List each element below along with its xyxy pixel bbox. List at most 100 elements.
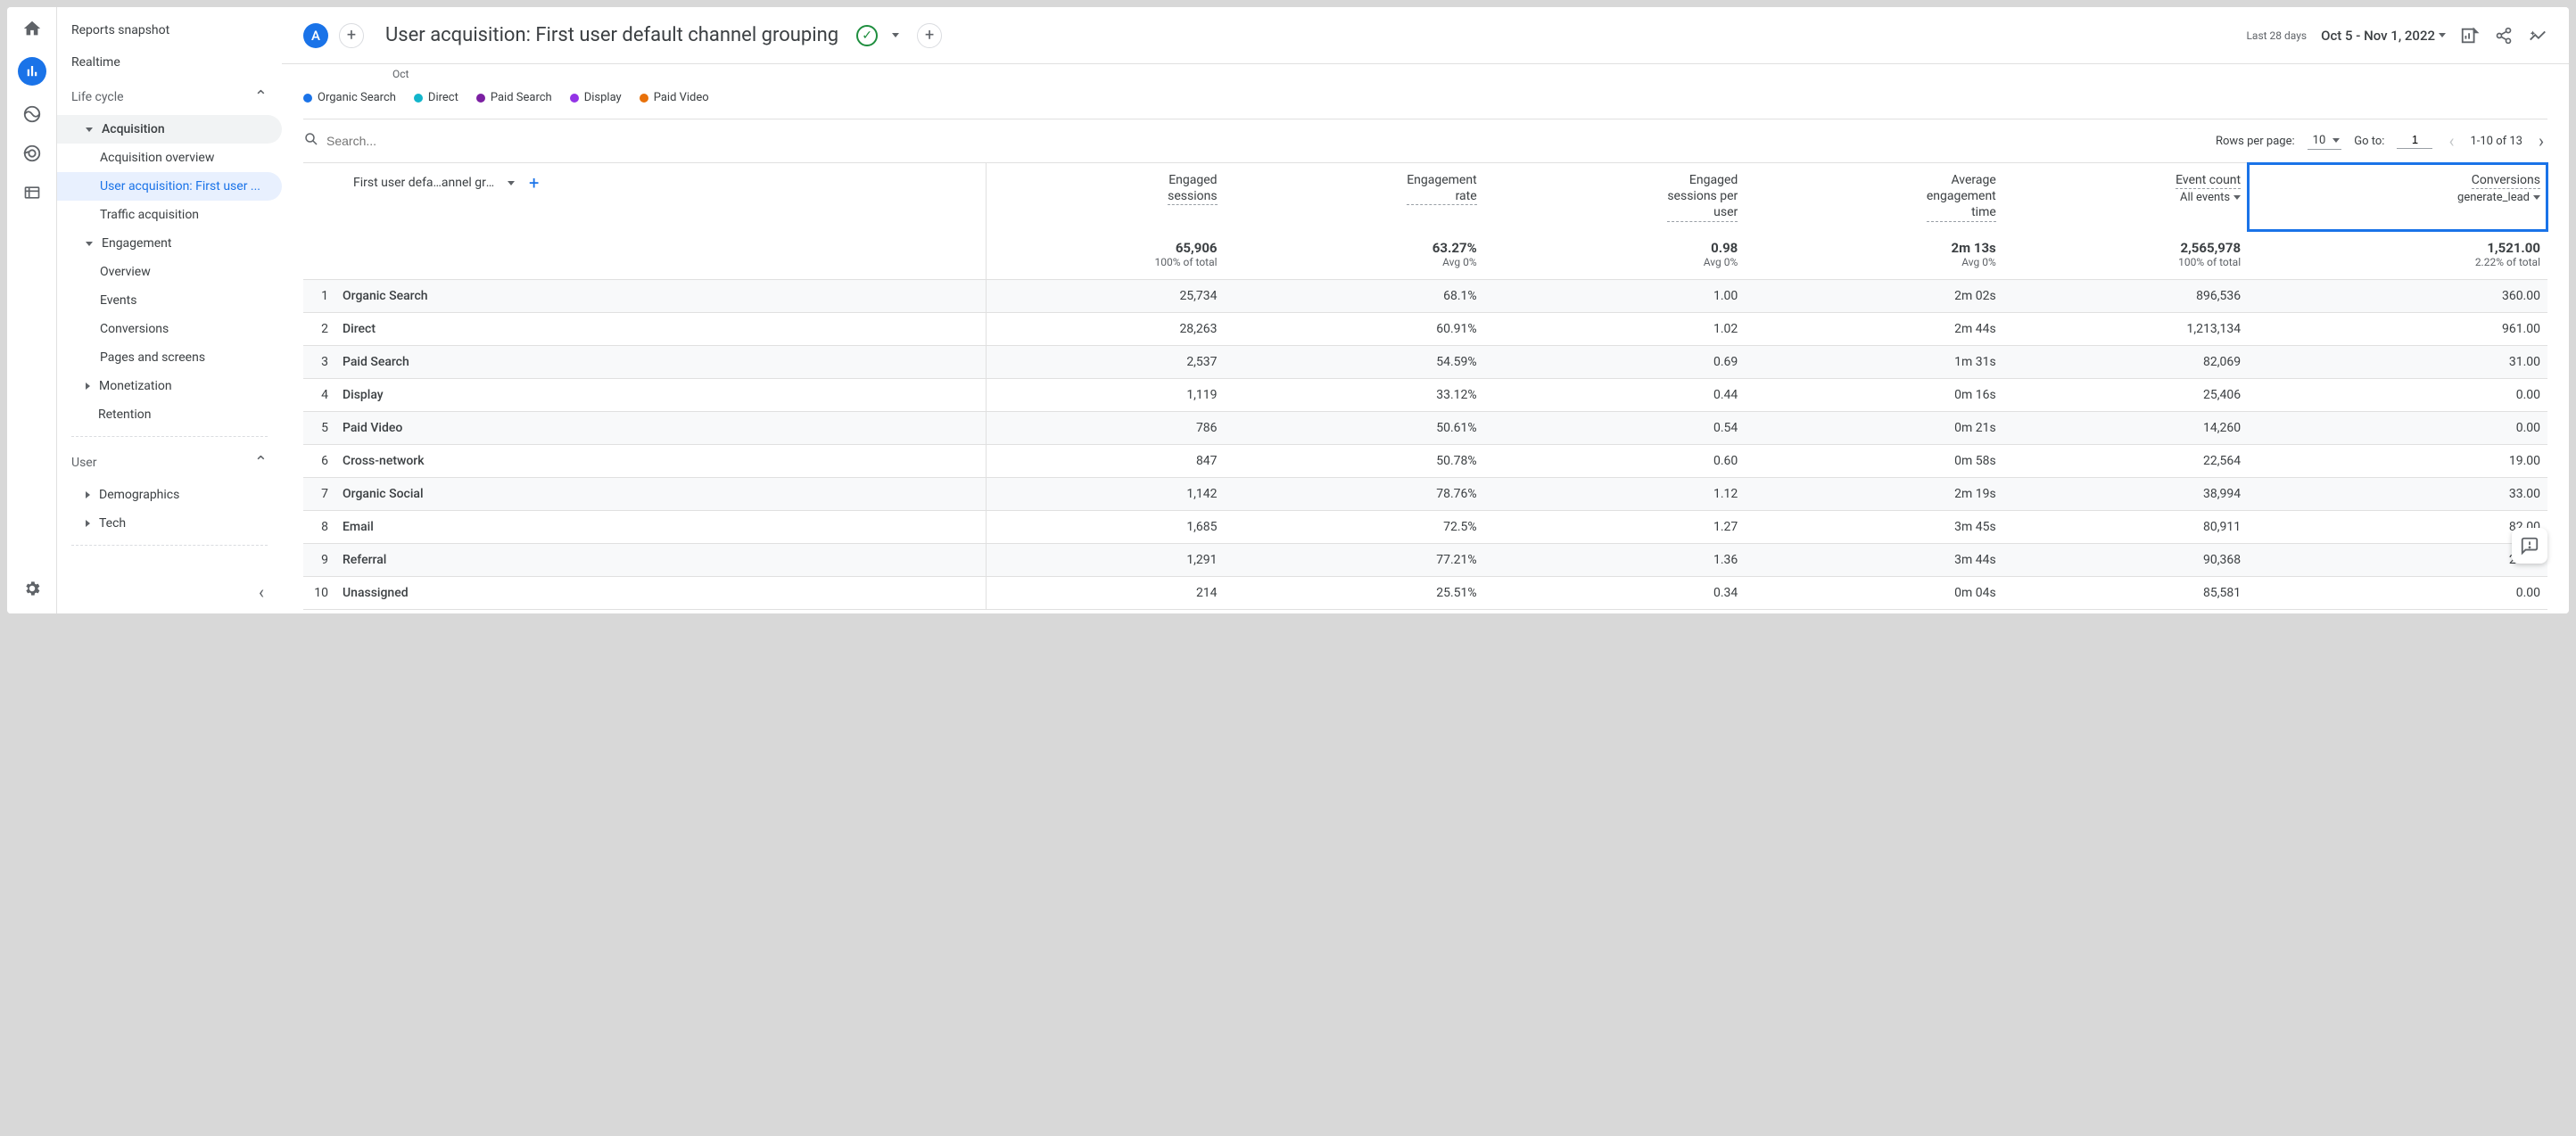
table-row[interactable]: 5Paid Video78650.61%0.540m 21s14,2600.00 — [303, 411, 2547, 444]
nav-acquisition[interactable]: Acquisition — [57, 115, 282, 144]
row-dimension: Referral — [335, 543, 987, 576]
table-row[interactable]: 9Referral1,29177.21%1.363m 44s90,36829.0… — [303, 543, 2547, 576]
nav-retention[interactable]: Retention — [57, 400, 282, 429]
row-metric: 0.00 — [2248, 378, 2547, 411]
table-row[interactable]: 2Direct28,26360.91%1.022m 44s1,213,13496… — [303, 312, 2547, 345]
summary-cell: 0.98Avg 0% — [1484, 231, 1746, 280]
row-metric: 1,142 — [987, 477, 1225, 510]
table-row[interactable]: 4Display1,11933.12%0.440m 16s25,4060.00 — [303, 378, 2547, 411]
add-filter-button[interactable]: + — [917, 23, 942, 48]
row-metric: 33.12% — [1225, 378, 1484, 411]
reports-icon[interactable] — [18, 57, 46, 86]
prev-page-button[interactable]: ‹ — [2445, 130, 2457, 152]
insights-icon[interactable] — [2528, 26, 2547, 45]
date-range-text: Oct 5 - Nov 1, 2022 — [2321, 28, 2435, 44]
nav-section-user[interactable]: User ⌃ — [57, 444, 282, 481]
report-title: User acquisition: First user default cha… — [385, 24, 838, 46]
row-index: 10 — [303, 576, 335, 609]
row-index: 3 — [303, 345, 335, 378]
metric-header[interactable]: Engagementrate — [1225, 163, 1484, 231]
nav-engagement[interactable]: Engagement — [57, 229, 282, 258]
configure-icon[interactable] — [21, 182, 43, 203]
row-index: 8 — [303, 510, 335, 543]
table-row[interactable]: 6Cross-network84750.78%0.600m 58s22,5641… — [303, 444, 2547, 477]
advertising-icon[interactable] — [21, 143, 43, 164]
customize-report-icon[interactable] — [2460, 26, 2480, 45]
nav-events[interactable]: Events — [57, 286, 282, 315]
admin-gear-icon[interactable] — [21, 578, 43, 599]
row-metric: 25.51% — [1225, 576, 1484, 609]
nav-conversions[interactable]: Conversions — [57, 315, 282, 343]
metric-header[interactable]: Averageengagementtime — [1745, 163, 2002, 231]
table-row[interactable]: 7Organic Social1,14278.76%1.122m 19s38,9… — [303, 477, 2547, 510]
row-metric: 1.02 — [1484, 312, 1746, 345]
data-quality-icon[interactable]: ✓ — [856, 25, 878, 46]
home-icon[interactable] — [21, 18, 43, 39]
legend-label: Paid Video — [654, 91, 709, 104]
collapse-sidebar-button[interactable]: ‹ — [259, 581, 264, 603]
row-metric: 0.00 — [2248, 576, 2547, 609]
legend-dot — [640, 94, 648, 103]
row-metric: 786 — [987, 411, 1225, 444]
dimension-selector[interactable]: First user defa…annel grouping — [353, 176, 500, 190]
report-topbar: A + User acquisition: First user default… — [282, 7, 2569, 64]
row-dimension: Direct — [335, 312, 987, 345]
caret-down-icon — [86, 128, 93, 132]
nav-user-acquisition[interactable]: User acquisition: First user ... — [57, 172, 282, 201]
row-metric: 214 — [987, 576, 1225, 609]
nav-pages-screens[interactable]: Pages and screens — [57, 343, 282, 372]
summary-cell: 2,565,978100% of total — [2003, 231, 2248, 280]
nav-reports-snapshot[interactable]: Reports snapshot — [57, 14, 282, 46]
table-row[interactable]: 3Paid Search2,53754.59%0.691m 31s82,0693… — [303, 345, 2547, 378]
nav-section-lifecycle[interactable]: Life cycle ⌃ — [57, 78, 282, 115]
row-metric: 1.36 — [1484, 543, 1746, 576]
date-range-picker[interactable]: Oct 5 - Nov 1, 2022 — [2321, 28, 2446, 44]
table-row[interactable]: 10Unassigned21425.51%0.340m 04s85,5810.0… — [303, 576, 2547, 609]
row-metric: 0.60 — [1484, 444, 1746, 477]
share-icon[interactable] — [2494, 26, 2514, 45]
metric-sub-selector[interactable]: generate_lead — [2457, 191, 2540, 204]
row-metric: 31.00 — [2248, 345, 2547, 378]
nav-tech[interactable]: Tech — [57, 509, 282, 538]
acquisition-label: Acquisition — [102, 122, 165, 136]
segment-avatar[interactable]: A — [303, 23, 328, 48]
report-content: Oct Organic SearchDirectPaid SearchDispl… — [282, 64, 2569, 613]
legend-dot — [414, 94, 423, 103]
nav-traffic-acquisition[interactable]: Traffic acquisition — [57, 201, 282, 229]
add-dimension-button[interactable]: + — [529, 172, 539, 193]
metric-header[interactable]: Engagedsessions — [987, 163, 1225, 231]
row-metric: 82.00 — [2248, 510, 2547, 543]
legend-item[interactable]: Direct — [414, 91, 458, 104]
legend-item[interactable]: Paid Video — [640, 91, 709, 104]
metric-sub-selector[interactable]: All events — [2180, 191, 2241, 204]
nav-monetization[interactable]: Monetization — [57, 372, 282, 400]
chevron-down-icon — [2439, 33, 2446, 37]
topbar-right: Last 28 days Oct 5 - Nov 1, 2022 — [2246, 26, 2547, 45]
add-comparison-button[interactable]: + — [339, 23, 364, 48]
goto-input[interactable] — [2397, 133, 2432, 149]
row-metric: 0.34 — [1484, 576, 1746, 609]
next-page-button[interactable]: › — [2535, 130, 2547, 152]
metric-header[interactable]: Event countAll events — [2003, 163, 2248, 231]
row-metric: 68.1% — [1225, 279, 1484, 312]
nav-engagement-overview[interactable]: Overview — [57, 258, 282, 286]
explore-icon[interactable] — [21, 103, 43, 125]
row-metric: 0m 21s — [1745, 411, 2002, 444]
nav-demographics[interactable]: Demographics — [57, 481, 282, 509]
legend-item[interactable]: Organic Search — [303, 91, 396, 104]
table-row[interactable]: 8Email1,68572.5%1.273m 45s80,91182.00 — [303, 510, 2547, 543]
legend-item[interactable]: Paid Search — [476, 91, 552, 104]
legend-item[interactable]: Display — [570, 91, 622, 104]
chevron-down-icon — [508, 181, 515, 185]
nav-acquisition-overview[interactable]: Acquisition overview — [57, 144, 282, 172]
summary-cell: 65,906100% of total — [987, 231, 1225, 280]
metric-header[interactable]: Engagedsessions peruser — [1484, 163, 1746, 231]
quality-dropdown-caret[interactable] — [892, 33, 899, 37]
feedback-button[interactable] — [2512, 528, 2547, 564]
row-metric: 29.00 — [2248, 543, 2547, 576]
rows-per-page-select[interactable]: 10 — [2308, 132, 2342, 150]
table-row[interactable]: 1Organic Search25,73468.1%1.002m 02s896,… — [303, 279, 2547, 312]
metric-header[interactable]: Conversionsgenerate_lead — [2248, 163, 2547, 231]
search-input[interactable] — [326, 134, 505, 148]
nav-realtime[interactable]: Realtime — [57, 46, 282, 78]
